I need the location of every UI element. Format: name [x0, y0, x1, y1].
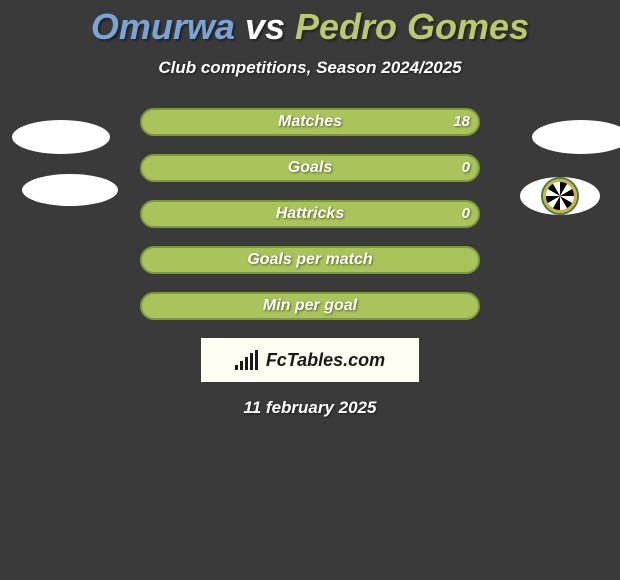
vs-text: vs: [245, 6, 285, 47]
stat-row: Goals per match: [70, 246, 550, 274]
stat-row: Goals0: [70, 154, 550, 182]
stat-value-right: 18: [453, 108, 470, 136]
stat-row: Hattricks0: [70, 200, 550, 228]
stat-bar-right: [140, 246, 480, 274]
stat-value-right: 0: [462, 154, 470, 182]
stat-bar-track: Goals0: [140, 154, 480, 182]
stat-row: Matches18: [70, 108, 550, 136]
stat-bar-track: Goals per match: [140, 246, 480, 274]
comparison-chart: Matches18 Goals0 Hattricks0 Goals per match…: [70, 108, 550, 320]
subtitle: Club competitions, Season 2024/2025: [0, 58, 620, 78]
page-title: Omurwa vs Pedro Gomes: [0, 0, 620, 48]
player-left-name: Omurwa: [91, 6, 235, 47]
stat-bar-track: Hattricks0: [140, 200, 480, 228]
stat-bar-right: [140, 154, 480, 182]
stat-bar-right: [140, 200, 480, 228]
branding-box: FcTables.com: [201, 338, 419, 382]
stat-row: Min per goal: [70, 292, 550, 320]
branding-text: FcTables.com: [266, 350, 385, 371]
stat-bar-right: [140, 108, 480, 136]
fctables-bars-icon: [235, 350, 258, 370]
footer-date: 11 february 2025: [0, 398, 620, 418]
stat-value-right: 0: [462, 200, 470, 228]
stat-bar-track: Matches18: [140, 108, 480, 136]
stat-bar-right: [140, 292, 480, 320]
player-right-name: Pedro Gomes: [295, 6, 529, 47]
stat-bar-track: Min per goal: [140, 292, 480, 320]
